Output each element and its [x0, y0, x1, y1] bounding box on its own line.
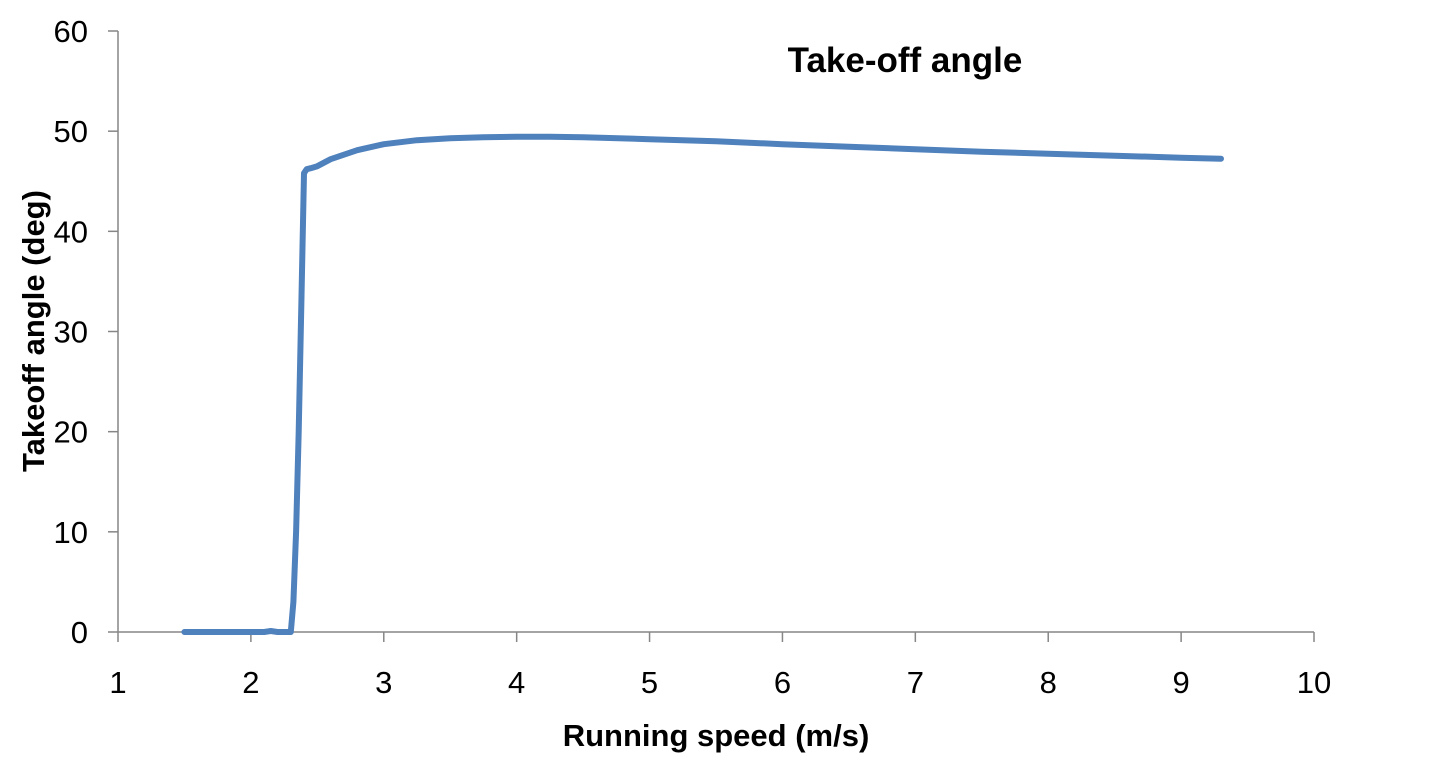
x-axis-title: Running speed (m/s): [563, 718, 870, 753]
y-tick-label: 40: [54, 214, 88, 249]
series-layer: [181, 133, 1224, 635]
series-line: [181, 133, 1224, 635]
x-tick-label: 9: [1172, 665, 1189, 700]
y-tick-label: 10: [54, 515, 88, 550]
x-tick-label: 1: [109, 665, 126, 700]
y-axis-ticks: 0 10 20 30 40 50 60: [54, 14, 118, 650]
y-tick-label: 50: [54, 114, 88, 149]
x-tick-label: 5: [641, 665, 658, 700]
x-tick-label: 10: [1297, 665, 1331, 700]
y-axis-title: Takeoff angle (deg): [16, 190, 51, 472]
y-tick-label: 60: [54, 14, 88, 49]
y-tick-label: 20: [54, 415, 88, 450]
x-tick-label: 4: [508, 665, 525, 700]
x-tick-label: 2: [242, 665, 259, 700]
y-tick-label: 0: [71, 615, 88, 650]
x-tick-label: 6: [774, 665, 791, 700]
chart-title: Take-off angle: [788, 41, 1023, 80]
y-tick-label: 30: [54, 315, 88, 350]
x-tick-label: 7: [907, 665, 924, 700]
x-axis-ticks: 1 2 3 4 5 6 7 8 9 10: [109, 632, 1331, 700]
x-tick-label: 8: [1040, 665, 1057, 700]
x-tick-label: 3: [375, 665, 392, 700]
